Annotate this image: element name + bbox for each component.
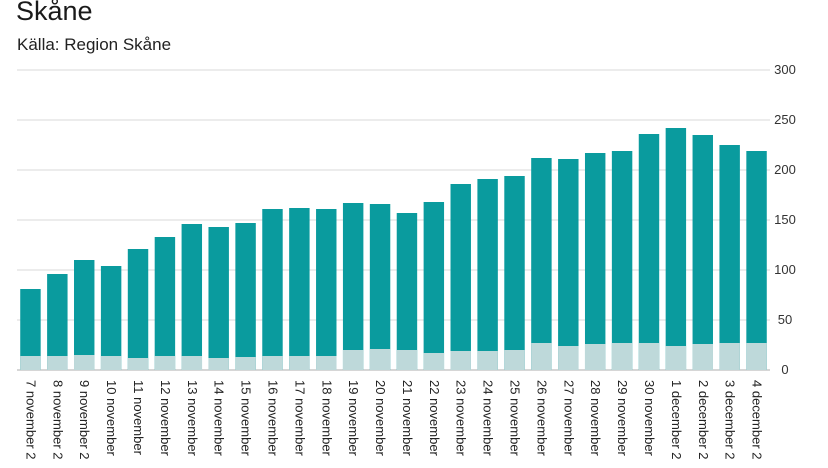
x-tick-label: 18 november xyxy=(319,380,334,457)
bar-lower-segment xyxy=(100,356,122,370)
x-tick-label: 9 november 2 xyxy=(77,380,92,460)
bar-total xyxy=(208,227,229,370)
bar-total xyxy=(719,145,740,370)
bar-lower-segment xyxy=(746,343,767,370)
x-tick-label: 29 november xyxy=(615,380,630,457)
x-tick-label: 1 december 2 xyxy=(669,380,684,460)
bar-lower-segment xyxy=(692,344,713,370)
x-tick-label: 2 december 2 xyxy=(696,380,711,460)
bar-total xyxy=(74,260,95,370)
bar-total xyxy=(369,204,391,370)
x-tick-label: 12 november xyxy=(158,380,173,457)
bar-total xyxy=(289,208,310,370)
bar-lower-segment xyxy=(450,351,471,370)
chart-title: Skåne xyxy=(16,0,93,26)
bar-total xyxy=(746,151,767,370)
bar-lower-segment xyxy=(181,356,203,370)
x-tick-label: 15 november xyxy=(239,380,254,457)
x-tick-label: 25 november xyxy=(508,380,523,457)
bar-total xyxy=(504,176,525,370)
y-tick-label: 250 xyxy=(774,112,796,127)
bar-total xyxy=(47,274,68,370)
bar-lower-segment xyxy=(154,356,176,370)
x-tick-label: 8 november 2 xyxy=(50,380,65,460)
bar-lower-segment xyxy=(423,353,445,370)
x-axis-labels: 7 november 2 8 november 2 9 november 2 10 n… xyxy=(23,380,764,460)
bar-lower-segment xyxy=(369,349,391,370)
bar-lower-segment xyxy=(558,346,579,370)
x-tick-label: 26 november xyxy=(534,380,549,457)
bar-total xyxy=(20,289,41,370)
bar-total xyxy=(558,159,579,370)
bar-total xyxy=(638,134,660,370)
x-tick-label: 23 november xyxy=(454,380,469,457)
x-tick-label: 4 december 2 xyxy=(750,380,765,460)
bar-lower-segment xyxy=(665,346,687,370)
bar-lower-segment xyxy=(235,357,256,370)
x-tick-label: 14 november xyxy=(212,380,227,457)
bar-lower-segment xyxy=(262,356,283,370)
x-tick-label: 13 november xyxy=(185,380,200,457)
x-tick-label: 28 november xyxy=(588,380,603,457)
bar-lower-segment xyxy=(342,350,364,370)
bar-lower-segment xyxy=(396,350,418,370)
bar-total xyxy=(235,223,256,370)
bar-total xyxy=(154,237,176,370)
x-tick-label: 19 november xyxy=(346,380,361,457)
y-tick-label: 150 xyxy=(774,212,796,227)
bar-total xyxy=(665,128,687,370)
chart-source: Källa: Region Skåne xyxy=(17,35,172,54)
bar-lower-segment xyxy=(719,343,740,370)
y-tick-label: 100 xyxy=(774,262,796,277)
bar-lower-segment xyxy=(74,355,95,370)
bar-lower-segment xyxy=(504,350,525,370)
x-tick-label: 17 november xyxy=(292,380,307,457)
bar-lower-segment xyxy=(584,344,606,370)
bar-lower-segment xyxy=(477,351,498,370)
x-tick-label: 30 november xyxy=(642,380,657,457)
bar-lower-segment xyxy=(316,356,337,370)
bar-total xyxy=(342,203,364,370)
x-tick-label: 24 november xyxy=(481,380,496,457)
bar-total xyxy=(611,151,633,370)
x-tick-label: 16 november xyxy=(265,380,280,457)
bar-total xyxy=(100,266,122,370)
x-tick-label: 7 november 2 xyxy=(23,380,38,460)
bar-total xyxy=(584,153,606,370)
x-tick-label: 22 november xyxy=(427,380,442,457)
bar-total xyxy=(127,249,149,370)
bar-total xyxy=(181,224,203,370)
bars xyxy=(20,128,767,370)
bar-total xyxy=(316,209,337,370)
y-tick-label: 50 xyxy=(778,312,792,327)
y-tick-label: 0 xyxy=(781,362,788,377)
bar-total xyxy=(477,179,498,370)
x-tick-label: 3 december 2 xyxy=(723,380,738,460)
bar-lower-segment xyxy=(289,356,310,370)
bar-total xyxy=(396,213,418,370)
bar-lower-segment xyxy=(20,356,41,370)
bar-total xyxy=(423,202,445,370)
bar-lower-segment xyxy=(611,343,633,370)
bar-total xyxy=(262,209,283,370)
x-tick-label: 11 november xyxy=(131,380,146,456)
bar-lower-segment xyxy=(127,358,149,370)
bar-lower-segment xyxy=(531,343,552,370)
y-tick-label: 200 xyxy=(774,162,796,177)
bar-lower-segment xyxy=(47,356,68,370)
y-tick-label: 300 xyxy=(774,62,796,77)
bar-total xyxy=(692,135,713,370)
bar-lower-segment xyxy=(638,343,660,370)
bar-total xyxy=(531,158,552,370)
x-tick-label: 27 november xyxy=(561,380,576,457)
bar-total xyxy=(450,184,471,370)
x-tick-label: 20 november xyxy=(373,380,388,457)
x-tick-label: 21 november xyxy=(400,380,415,457)
bar-lower-segment xyxy=(208,358,229,370)
y-axis-ticks: 0 50 100 150 200 250 300 xyxy=(774,62,796,377)
x-tick-label: 10 november xyxy=(104,380,119,457)
